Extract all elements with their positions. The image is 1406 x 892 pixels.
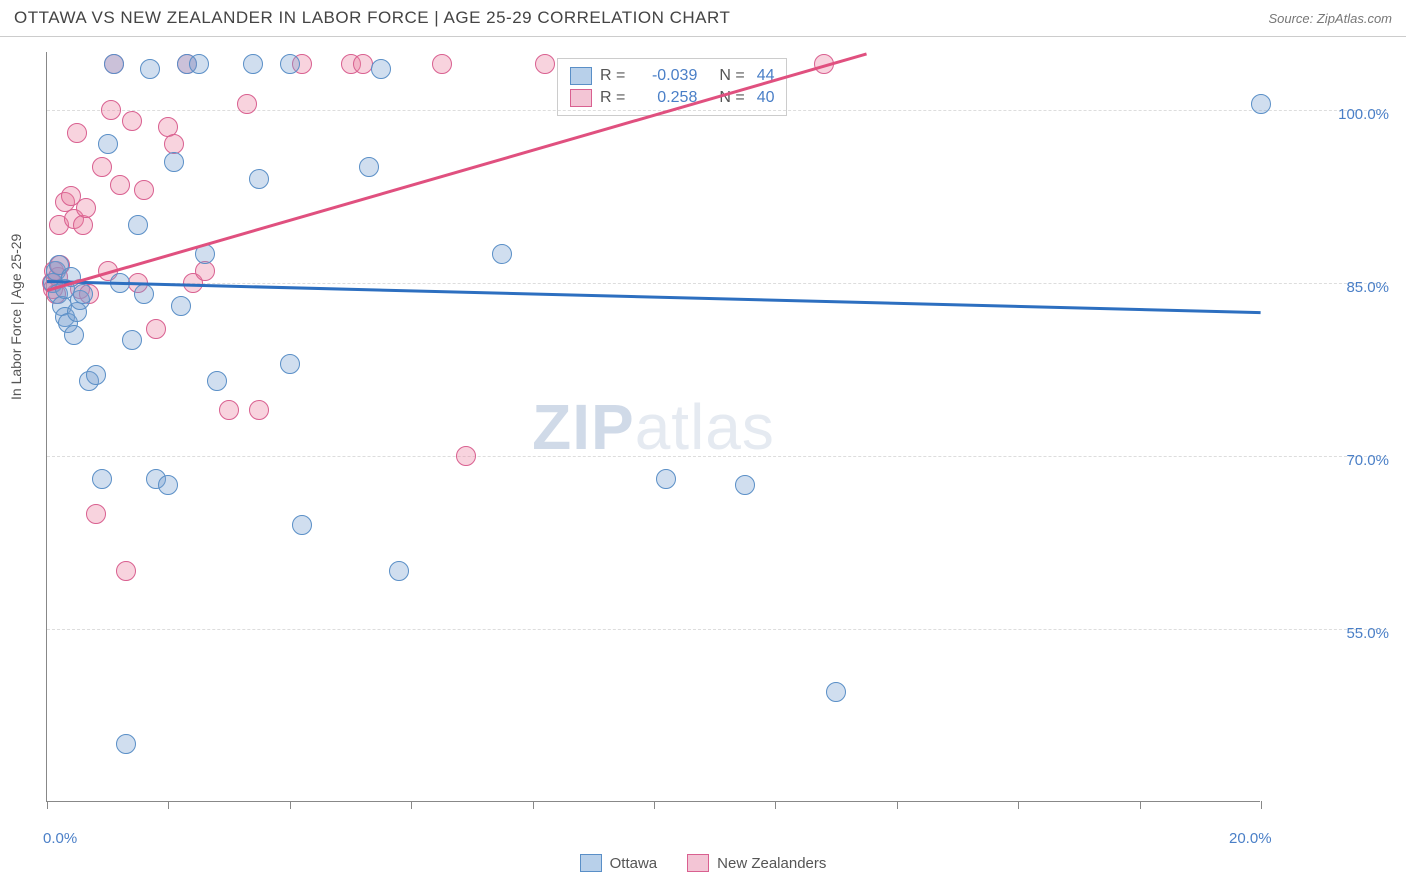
n-value: 40 (757, 89, 775, 107)
r-value: -0.039 (637, 67, 697, 85)
scatter-point (359, 157, 379, 177)
watermark-zip: ZIP (532, 391, 635, 463)
scatter-point (535, 54, 555, 74)
scatter-point (98, 134, 118, 154)
scatter-point (456, 446, 476, 466)
x-tick (1261, 801, 1262, 809)
scatter-point (292, 515, 312, 535)
scatter-point (92, 469, 112, 489)
scatter-point (826, 682, 846, 702)
title-bar: OTTAWA VS NEW ZEALANDER IN LABOR FORCE |… (0, 0, 1406, 37)
gridline (47, 629, 1387, 630)
x-tick (1018, 801, 1019, 809)
scatter-point (67, 123, 87, 143)
scatter-point (76, 198, 96, 218)
x-tick (47, 801, 48, 809)
scatter-point (73, 215, 93, 235)
scatter-point (86, 365, 106, 385)
watermark: ZIPatlas (532, 390, 775, 464)
scatter-point (146, 319, 166, 339)
r-label: R = (600, 89, 625, 107)
scatter-point (249, 400, 269, 420)
legend-swatch (580, 854, 602, 872)
x-tick (168, 801, 169, 809)
scatter-point (64, 325, 84, 345)
scatter-point (158, 475, 178, 495)
scatter-point (92, 157, 112, 177)
x-tick (290, 801, 291, 809)
x-tick (1140, 801, 1141, 809)
series-name: Ottawa (610, 855, 658, 872)
scatter-point (171, 296, 191, 316)
x-tick (775, 801, 776, 809)
y-tick-label: 85.0% (1309, 279, 1389, 296)
x-tick-label: 20.0% (1229, 830, 1272, 847)
scatter-point (116, 734, 136, 754)
scatter-point (1251, 94, 1271, 114)
scatter-point (249, 169, 269, 189)
legend-swatch (570, 89, 592, 107)
legend-swatch (570, 67, 592, 85)
series-legend-item: New Zealanders (687, 854, 826, 872)
scatter-point (128, 215, 148, 235)
scatter-point (86, 504, 106, 524)
scatter-point (122, 111, 142, 131)
legend-row: R =-0.039N =44 (570, 65, 774, 87)
scatter-point (164, 152, 184, 172)
scatter-point (280, 54, 300, 74)
x-tick-label: 0.0% (43, 830, 77, 847)
scatter-point (134, 180, 154, 200)
y-axis-label: In Labor Force | Age 25-29 (8, 234, 24, 400)
x-tick (533, 801, 534, 809)
x-tick (897, 801, 898, 809)
scatter-point (207, 371, 227, 391)
scatter-point (492, 244, 512, 264)
scatter-point (353, 54, 373, 74)
scatter-point (237, 94, 257, 114)
scatter-point (735, 475, 755, 495)
chart-title: OTTAWA VS NEW ZEALANDER IN LABOR FORCE |… (14, 8, 730, 28)
n-label: N = (719, 67, 744, 85)
scatter-point (219, 400, 239, 420)
series-legend-item: Ottawa (580, 854, 658, 872)
y-tick-label: 100.0% (1309, 106, 1389, 123)
scatter-point (189, 54, 209, 74)
scatter-point (122, 330, 142, 350)
scatter-point (656, 469, 676, 489)
scatter-point (140, 59, 160, 79)
scatter-point (432, 54, 452, 74)
gridline (47, 456, 1387, 457)
scatter-point (195, 261, 215, 281)
y-tick-label: 55.0% (1309, 625, 1389, 642)
scatter-point (371, 59, 391, 79)
scatter-point (134, 284, 154, 304)
series-name: New Zealanders (717, 855, 826, 872)
trend-line (47, 280, 1261, 314)
scatter-point (116, 561, 136, 581)
y-tick-label: 70.0% (1309, 452, 1389, 469)
plot-area: ZIPatlas R =-0.039N =44R =0.258N =40 55.… (46, 52, 1260, 802)
source-attribution: Source: ZipAtlas.com (1268, 11, 1392, 26)
r-label: R = (600, 67, 625, 85)
scatter-point (243, 54, 263, 74)
trend-line (47, 52, 867, 291)
scatter-point (280, 354, 300, 374)
x-tick (411, 801, 412, 809)
scatter-point (389, 561, 409, 581)
scatter-point (101, 100, 121, 120)
scatter-point (110, 175, 130, 195)
legend-swatch (687, 854, 709, 872)
scatter-point (104, 54, 124, 74)
gridline (47, 283, 1387, 284)
x-tick (654, 801, 655, 809)
scatter-point (73, 284, 93, 304)
watermark-atlas: atlas (635, 391, 775, 463)
series-legend: Ottawa New Zealanders (0, 854, 1406, 872)
